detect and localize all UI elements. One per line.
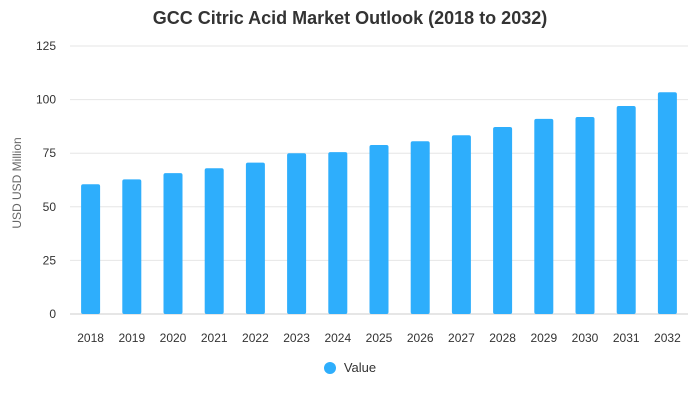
- bar-2020[interactable]: [163, 173, 183, 314]
- y-tick-label: 75: [43, 146, 57, 160]
- bar-2026[interactable]: [410, 141, 430, 314]
- bar-2023[interactable]: [287, 153, 307, 314]
- x-tick-label: 2021: [201, 331, 228, 345]
- chart-title: GCC Citric Acid Market Outlook (2018 to …: [152, 8, 548, 28]
- legend[interactable]: Value: [0, 360, 700, 375]
- bars: [81, 92, 677, 315]
- bar-2018[interactable]: [81, 184, 101, 314]
- legend-marker: [323, 361, 336, 374]
- bar-2030[interactable]: [575, 116, 595, 314]
- y-tick-label: 100: [36, 93, 56, 107]
- x-tick-label: 2029: [530, 331, 557, 345]
- y-tick-label: 50: [43, 200, 57, 214]
- y-tick-label: 0: [49, 307, 56, 321]
- bar-2028[interactable]: [493, 127, 513, 314]
- bar-2032[interactable]: [657, 92, 677, 315]
- bar-2022[interactable]: [245, 162, 265, 314]
- x-tick-label: 2032: [654, 331, 681, 345]
- x-tick-label: 2028: [489, 331, 516, 345]
- bar-2027[interactable]: [451, 135, 471, 314]
- legend-label: Value: [343, 360, 377, 375]
- x-tick-label: 2025: [366, 331, 393, 345]
- x-tick-label: 2026: [407, 331, 434, 345]
- bar-2031[interactable]: [616, 106, 636, 314]
- x-tick-label: 2031: [613, 331, 640, 345]
- y-tick-label: 25: [43, 253, 57, 267]
- x-tick-label: 2030: [572, 331, 599, 345]
- x-axis-ticks: 2018 2019 2020 2021 2022 2023 2024 2025 2026 2027…: [77, 331, 681, 345]
- x-tick-label: 2018: [77, 331, 104, 345]
- bar-2019[interactable]: [122, 179, 142, 314]
- bar-2025[interactable]: [369, 145, 389, 314]
- x-tick-label: 2023: [283, 331, 310, 345]
- y-tick-label: 125: [36, 39, 56, 53]
- y-axis-label: USD USD Million: [10, 137, 24, 228]
- x-tick-label: 2022: [242, 331, 269, 345]
- bar-2029[interactable]: [534, 118, 554, 315]
- bar-2024[interactable]: [328, 152, 348, 314]
- x-tick-label: 2024: [324, 331, 351, 345]
- x-tick-label: 2019: [118, 331, 145, 345]
- x-tick-label: 2020: [160, 331, 187, 345]
- bar-2021[interactable]: [204, 168, 224, 314]
- y-axis-ticks: 0 25 50 75 100 125: [36, 39, 56, 321]
- x-tick-label: 2027: [448, 331, 475, 345]
